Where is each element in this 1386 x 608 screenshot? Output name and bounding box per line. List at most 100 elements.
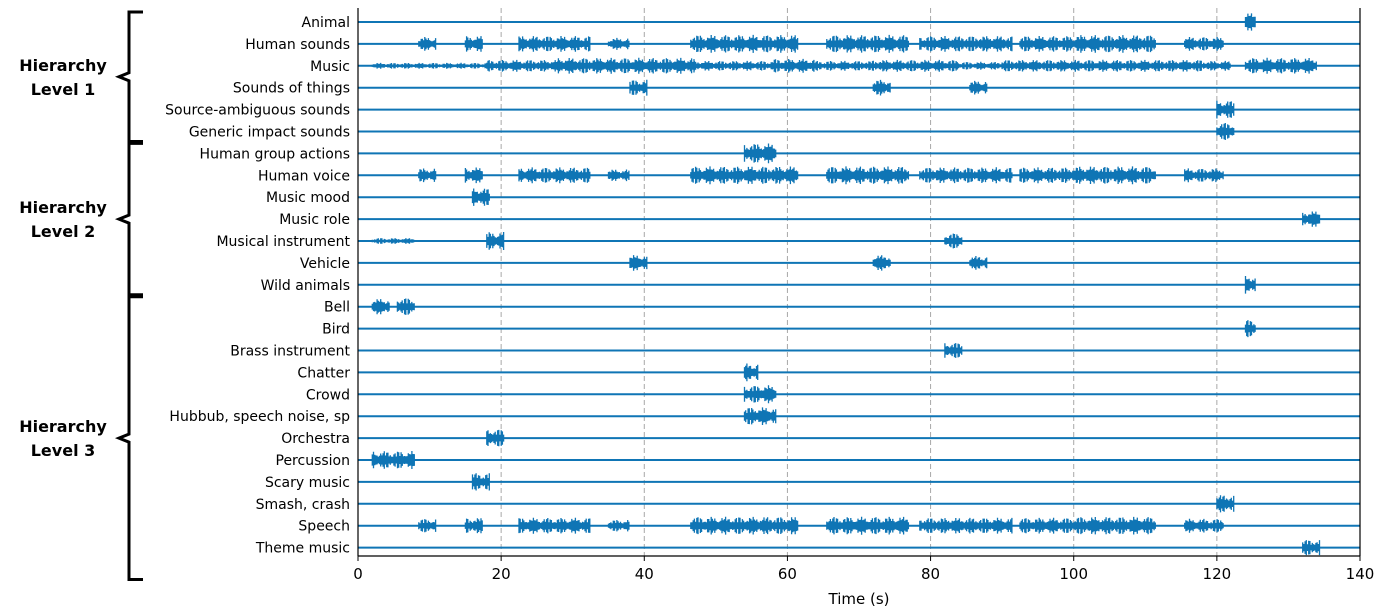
- waveform-burst: [1244, 13, 1256, 31]
- series-row: Animal: [302, 13, 1360, 31]
- series-row: Vehicle: [300, 255, 1360, 272]
- series-row: Scary music: [265, 473, 1360, 491]
- waveform-burst: [396, 298, 415, 315]
- x-tick-label: 100: [1059, 565, 1088, 583]
- waveform-burst: [371, 62, 487, 69]
- waveform-burst: [1076, 35, 1156, 53]
- series-label: Scary music: [265, 475, 350, 491]
- series-row: Hubbub, speech noise, sp: [169, 407, 1360, 425]
- waveform-burst: [518, 36, 591, 52]
- waveform-burst: [629, 79, 648, 96]
- waveform-burst: [1184, 168, 1224, 183]
- x-tick-label: 120: [1203, 565, 1232, 583]
- waveform-burst: [486, 232, 505, 250]
- group-label: Hierarchy: [19, 417, 107, 436]
- waveform-burst: [969, 517, 1013, 534]
- series-label: Sounds of things: [233, 81, 350, 97]
- group-label: Hierarchy: [19, 56, 107, 75]
- waveform-burst: [969, 80, 988, 95]
- series-label: Vehicle: [300, 256, 350, 272]
- waveform-burst: [1244, 276, 1256, 294]
- waveform-burst: [690, 34, 799, 53]
- waveform-burst: [1076, 516, 1156, 535]
- series-label: Wild animals: [261, 278, 350, 294]
- waveform-burst: [518, 517, 591, 534]
- waveform-burst: [815, 60, 874, 71]
- waveform-burst: [772, 58, 816, 73]
- series-label: Percussion: [276, 453, 351, 469]
- grid-lines: [500, 8, 1218, 556]
- waveform-burst: [1244, 57, 1317, 74]
- waveform-burst: [1184, 37, 1224, 51]
- series-row: Music: [310, 57, 1360, 75]
- hierarchy-group: Hierarchy Level 1: [19, 10, 143, 143]
- waveform-burst: [826, 166, 910, 185]
- series-label: Brass instrument: [230, 344, 350, 360]
- series-row: Musical instrument: [216, 232, 1360, 250]
- waveform-burst: [1201, 60, 1231, 71]
- series-label: Human voice: [258, 168, 350, 184]
- series-row: Sounds of things: [233, 79, 1360, 97]
- waveform-burst: [486, 59, 559, 72]
- waveform-burst: [690, 166, 799, 185]
- series-label: Generic impact sounds: [189, 125, 350, 141]
- series-label: Chatter: [297, 365, 350, 381]
- waveform-burst: [607, 520, 630, 532]
- waveform-burst: [1216, 123, 1235, 140]
- x-tick-label: 0: [353, 565, 363, 583]
- waveform-burst: [1019, 167, 1078, 184]
- group-label: Hierarchy: [19, 198, 107, 217]
- waveform-burst: [371, 451, 415, 469]
- waveform-burst: [464, 167, 483, 184]
- waveform-burst: [944, 343, 963, 358]
- waveform-burst: [1019, 517, 1078, 534]
- series-row: Human sounds: [245, 34, 1360, 53]
- waveform-burst: [690, 516, 799, 535]
- series-row: Theme music: [255, 540, 1360, 557]
- x-axis: 0 20 40 60 80 100 120 140: [353, 8, 1374, 583]
- waveform-burst: [743, 363, 759, 382]
- group-label: Level 1: [31, 80, 96, 99]
- waveform-burst: [958, 61, 1002, 70]
- waveform-burst: [1001, 59, 1202, 72]
- series-row: Music role: [279, 211, 1360, 228]
- waveform-burst: [629, 255, 648, 271]
- series-row: Smash, crash: [256, 495, 1360, 513]
- group-label: Level 2: [31, 222, 96, 241]
- waveform-burst: [1302, 211, 1321, 227]
- waveform-burst: [919, 36, 970, 52]
- series-label: Orchestra: [281, 431, 350, 447]
- waveform-burst: [1216, 495, 1235, 513]
- waveform-burst: [826, 34, 910, 53]
- series-label: Music mood: [266, 190, 350, 206]
- series-row: Chatter: [297, 363, 1360, 382]
- series-row: Bird: [322, 320, 1360, 338]
- series-label: Source-ambiguous sounds: [165, 103, 350, 119]
- waveform-burst: [1302, 540, 1321, 556]
- waveform-burst: [826, 516, 910, 535]
- waveform-burst: [371, 299, 390, 315]
- waveform-burst: [969, 36, 1013, 52]
- waveform-burst: [919, 518, 970, 534]
- series-row: Human group actions: [200, 143, 1360, 164]
- chart-rows: Animal Human sounds Music Sounds of things S…: [165, 13, 1360, 557]
- waveform-burst: [969, 167, 1013, 184]
- waveform-burst: [1244, 320, 1256, 338]
- series-row: Human voice: [258, 166, 1360, 184]
- x-tick-label: 60: [778, 565, 797, 583]
- waveform-burst: [919, 167, 970, 184]
- series-row: Generic impact sounds: [189, 123, 1360, 141]
- series-row: Percussion: [276, 451, 1360, 469]
- waveform-burst: [1184, 518, 1224, 533]
- series-row: Brass instrument: [230, 343, 1360, 360]
- waveform-burst: [1076, 166, 1156, 185]
- series-label: Bird: [322, 322, 350, 338]
- series-label: Theme music: [255, 541, 350, 557]
- waveform-burst: [743, 385, 777, 404]
- waveform-burst: [693, 60, 774, 71]
- hierarchy-group: Hierarchy Level 2: [19, 141, 143, 297]
- series-label: Music: [310, 59, 350, 75]
- waveform-burst: [464, 518, 483, 534]
